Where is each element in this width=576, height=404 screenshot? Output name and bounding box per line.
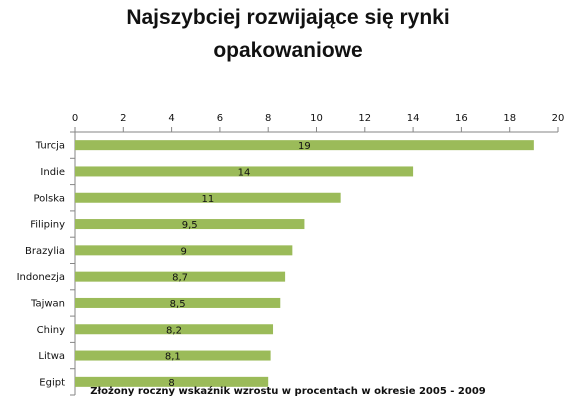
category-label: Egipt: [39, 377, 65, 388]
category-label: Polska: [33, 193, 65, 204]
chart-title-line-1: Najszybciej rozwijające się rynki: [126, 6, 450, 29]
data-label: 8,2: [166, 325, 182, 336]
category-label: Indie: [40, 167, 65, 178]
bar: [75, 376, 269, 387]
x-tick-label: 2: [120, 113, 126, 124]
category-label: Indonezja: [17, 272, 65, 283]
x-tick-label: 6: [217, 113, 223, 124]
x-tick-label: 12: [358, 113, 371, 124]
data-label: 8,5: [170, 299, 186, 310]
x-tick-label: 0: [72, 113, 78, 124]
bar: [75, 245, 293, 256]
category-label: Tajwan: [30, 298, 65, 309]
data-label: 8: [168, 378, 174, 389]
category-label: Filipiny: [30, 220, 65, 231]
x-tick-label: 20: [552, 113, 565, 124]
data-label: 8,1: [165, 352, 181, 363]
bar: [75, 350, 271, 361]
category-label: Turcja: [35, 141, 65, 152]
category-label: Chiny: [37, 325, 65, 336]
bar: [75, 297, 281, 308]
x-tick-label: 10: [310, 113, 323, 124]
x-tick-label: 18: [503, 113, 516, 124]
x-tick-label: 16: [455, 113, 468, 124]
data-label: 9,5: [182, 220, 198, 231]
bar: [75, 140, 534, 151]
x-tick-label: 14: [407, 113, 420, 124]
x-axis-label: Złożony roczny wskaźnik wzrostu w procen…: [90, 386, 486, 397]
data-label: 8,7: [172, 273, 188, 284]
bar: [75, 166, 414, 177]
x-tick-label: 4: [168, 113, 174, 124]
chart-title-line-2: opakowaniowe: [213, 39, 363, 62]
bar: [75, 219, 305, 230]
data-label: 14: [238, 167, 251, 178]
category-label: Brazylia: [25, 246, 65, 257]
bar: [75, 324, 274, 335]
category-label: Litwa: [38, 351, 65, 362]
data-label: 11: [201, 194, 214, 205]
data-label: 19: [298, 141, 311, 152]
data-label: 9: [180, 246, 186, 257]
bar: [75, 271, 286, 282]
x-tick-label: 8: [265, 113, 271, 124]
bar: [75, 192, 341, 203]
